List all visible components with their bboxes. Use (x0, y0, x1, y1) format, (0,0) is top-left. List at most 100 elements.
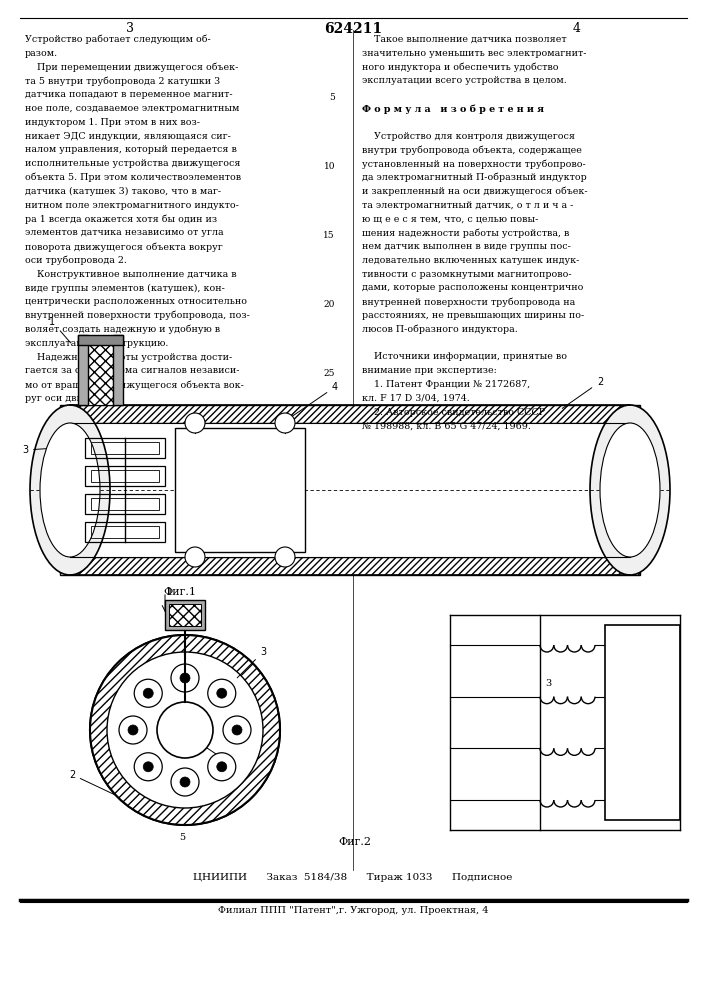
Ellipse shape (30, 405, 110, 575)
Circle shape (171, 768, 199, 796)
Text: люсов П-образного индуктора.: люсов П-образного индуктора. (362, 325, 518, 334)
Text: 15: 15 (323, 231, 335, 240)
Text: Фиг.1: Фиг.1 (163, 587, 197, 597)
Circle shape (134, 679, 162, 707)
Text: ного индуктора и обеспечить удобство: ного индуктора и обеспечить удобство (362, 63, 559, 72)
Circle shape (157, 702, 213, 758)
Bar (175, 428, 305, 552)
Text: исполнительные устройства движущегося: исполнительные устройства движущегося (25, 159, 240, 168)
Bar (91, 498, 159, 510)
Text: и закрепленный на оси движущегося объек-: и закрепленный на оси движущегося объек- (362, 187, 588, 196)
Text: 4: 4 (277, 382, 338, 426)
Text: виде группы элементов (катушек), кон-: виде группы элементов (катушек), кон- (25, 283, 225, 293)
Text: 1: 1 (167, 588, 173, 597)
Circle shape (232, 725, 242, 735)
Circle shape (90, 635, 280, 825)
Text: воляет создать надежную и удобную в: воляет создать надежную и удобную в (25, 325, 220, 334)
Ellipse shape (40, 423, 100, 557)
Text: 2: 2 (69, 770, 116, 795)
Text: 3: 3 (545, 679, 551, 688)
Bar (88, 345, 112, 405)
Text: установленный на поверхности трубопрово-: установленный на поверхности трубопрово- (362, 159, 586, 169)
Text: 25: 25 (324, 369, 335, 378)
Text: 4: 4 (197, 742, 231, 767)
Text: Надежность работы устройства дости-: Надежность работы устройства дости- (25, 352, 233, 362)
Circle shape (275, 413, 295, 433)
Bar (70, 423, 630, 557)
Bar (169, 604, 201, 626)
Bar (91, 526, 159, 538)
Circle shape (134, 753, 162, 781)
Text: 3: 3 (126, 22, 134, 35)
Text: 624211: 624211 (324, 22, 382, 36)
Circle shape (223, 716, 251, 744)
Text: 5: 5 (179, 833, 185, 842)
Ellipse shape (590, 405, 670, 575)
Text: внимание при экспертизе:: внимание при экспертизе: (362, 366, 497, 375)
Circle shape (144, 762, 153, 772)
Text: тивности с разомкнутыми магнитопрово-: тивности с разомкнутыми магнитопрово- (362, 270, 572, 279)
Text: 3: 3 (22, 445, 87, 455)
Text: внутри трубопровода объекта, содержащее: внутри трубопровода объекта, содержащее (362, 145, 582, 155)
Circle shape (185, 413, 205, 433)
Text: 5: 5 (329, 93, 335, 102)
Text: Прием-: Прием- (626, 710, 659, 718)
Text: 1: 1 (49, 317, 71, 343)
Text: разом.: разом. (25, 49, 58, 58)
Text: нитном поле электромагнитного индукто-: нитном поле электромагнитного индукто- (25, 201, 239, 210)
Circle shape (180, 777, 190, 787)
Text: оси трубопровода 2.: оси трубопровода 2. (25, 256, 127, 265)
Text: Устройство работает следующим об-: Устройство работает следующим об- (25, 35, 211, 44)
Bar (91, 442, 159, 454)
Text: поворота движущегося объекта вокруг: поворота движущегося объекта вокруг (25, 242, 223, 251)
Text: 2: 2 (562, 377, 603, 408)
Text: индуктором 1. При этом в них воз-: индуктором 1. При этом в них воз- (25, 118, 200, 127)
Circle shape (144, 688, 153, 698)
Bar (165, 600, 205, 630)
Text: № 198988, кл. В 65 G 47/24, 1969.: № 198988, кл. В 65 G 47/24, 1969. (362, 421, 531, 430)
Text: ю щ е е с я тем, что, с целью повы-: ю щ е е с я тем, что, с целью повы- (362, 214, 538, 223)
Text: 10: 10 (324, 162, 335, 171)
Circle shape (185, 547, 205, 567)
Bar (85, 522, 165, 542)
Text: значительно уменьшить вес электромагнит-: значительно уменьшить вес электромагнит- (362, 49, 587, 58)
Text: датчика (катушек 3) таково, что в маг-: датчика (катушек 3) таково, что в маг- (25, 187, 221, 196)
Text: да электромагнитный П-образный индуктор: да электромагнитный П-образный индуктор (362, 173, 587, 182)
Text: элементов датчика независимо от угла: элементов датчика независимо от угла (25, 228, 223, 237)
Circle shape (208, 753, 235, 781)
Text: шения надежности работы устройства, в: шения надежности работы устройства, в (362, 228, 569, 238)
Bar (85, 494, 165, 514)
Bar (85, 466, 165, 486)
Text: датчика попадают в переменное магнит-: датчика попадают в переменное магнит- (25, 90, 233, 99)
Text: ное поле, создаваемое электромагнитным: ное поле, создаваемое электромагнитным (25, 104, 240, 113)
Text: внутренней поверхности трубопровода, поз-: внутренней поверхности трубопровода, поз… (25, 311, 250, 320)
Text: Такое выполнение датчика позволяет: Такое выполнение датчика позволяет (362, 35, 566, 44)
Text: эксплуатации всего устройства в целом.: эксплуатации всего устройства в целом. (362, 76, 567, 85)
Bar (78, 335, 88, 405)
Text: та электромагнитный датчик, о т л и ч а -: та электромагнитный датчик, о т л и ч а … (362, 201, 573, 210)
Text: Фиг.2: Фиг.2 (339, 837, 371, 847)
Text: гается за счет приема сигналов независи-: гается за счет приема сигналов независи- (25, 366, 240, 375)
Text: расстояниях, не превышающих ширины по-: расстояниях, не превышающих ширины по- (362, 311, 584, 320)
Text: никает ЭДС индукции, являющаяся сиг-: никает ЭДС индукции, являющаяся сиг- (25, 132, 231, 141)
Circle shape (217, 688, 227, 698)
Text: Устройство для контроля движущегося: Устройство для контроля движущегося (362, 132, 575, 141)
Text: центрически расположенных относительно: центрически расположенных относительно (25, 297, 247, 306)
Bar (112, 335, 122, 405)
Text: При перемещении движущегося объек-: При перемещении движущегося объек- (25, 63, 238, 72)
Text: внутренней поверхности трубопровода на: внутренней поверхности трубопровода на (362, 297, 575, 307)
Bar (91, 470, 159, 482)
Bar (60, 405, 640, 423)
Circle shape (119, 716, 147, 744)
Text: нем датчик выполнен в виде группы пос-: нем датчик выполнен в виде группы пос- (362, 242, 571, 251)
Bar (60, 557, 640, 575)
Circle shape (217, 762, 227, 772)
Text: 4: 4 (573, 22, 581, 35)
Circle shape (171, 664, 199, 692)
Text: Конструктивное выполнение датчика в: Конструктивное выполнение датчика в (25, 270, 237, 279)
Text: эксплуатации конструкцию.: эксплуатации конструкцию. (25, 339, 168, 348)
Circle shape (208, 679, 235, 707)
Text: 20: 20 (324, 300, 335, 309)
Text: Источники информации, принятые во: Источники информации, принятые во (362, 352, 567, 361)
Text: ра 1 всегда окажется хотя бы один из: ра 1 всегда окажется хотя бы один из (25, 214, 217, 224)
